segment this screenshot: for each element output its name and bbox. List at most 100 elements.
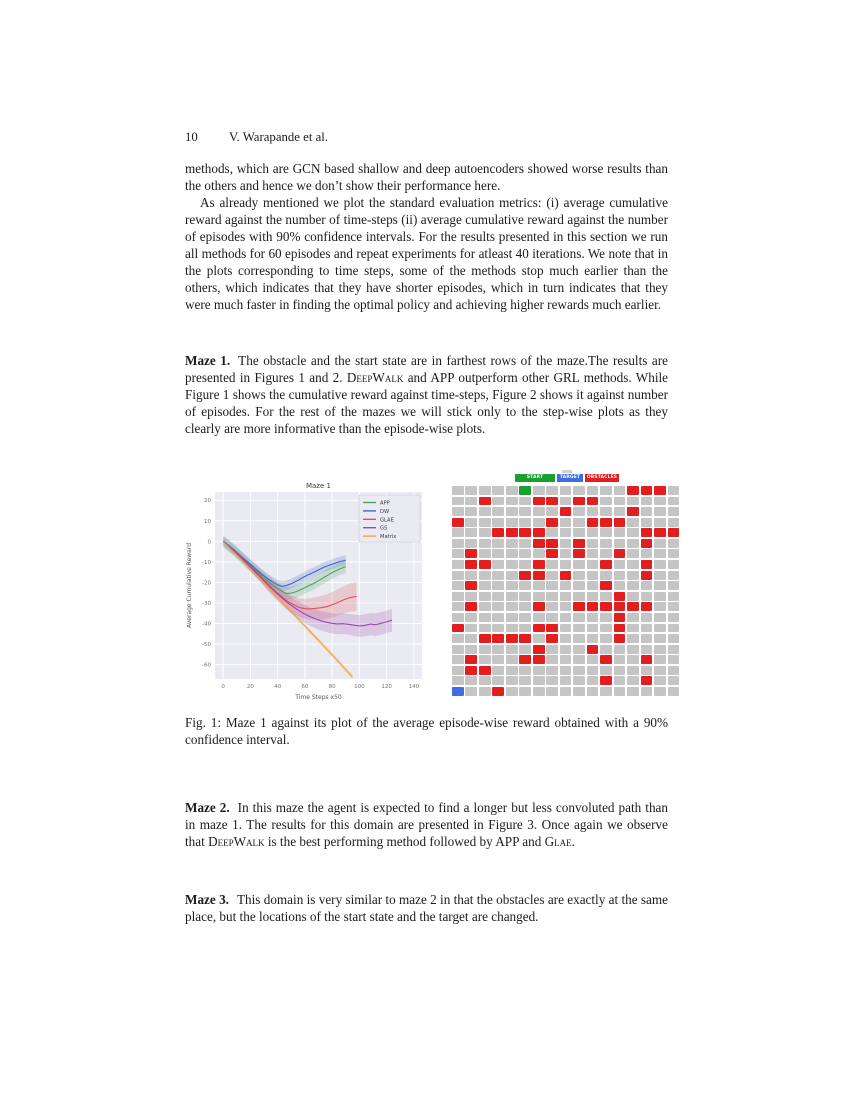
maze-cell-obstacle (532, 538, 545, 548)
maze-cell-obstacle (465, 602, 478, 612)
maze-cell-empty (546, 528, 558, 538)
svg-text:APP: APP (380, 501, 390, 507)
svg-text:0: 0 (208, 539, 212, 545)
maze-cell-empty (613, 538, 626, 548)
maze-cell-empty (519, 665, 532, 675)
maze2-text-2: is the best performing method followed b… (264, 834, 545, 849)
maze-cell-empty (654, 570, 666, 580)
maze-cell-target (452, 686, 464, 696)
maze-cell-obstacle (600, 560, 612, 569)
paragraph-1: methods, which are GCN based shallow and… (185, 161, 668, 193)
svg-text:-40: -40 (202, 622, 211, 628)
maze-cell-empty (478, 528, 491, 538)
maze1-paragraph: Maze 1. The obstacle and the start state … (185, 352, 668, 437)
maze-cell-empty (667, 507, 680, 517)
maze1-text-2: and APP outperform other GRL methods. Wh… (185, 370, 668, 436)
maze-cell-obstacle (640, 560, 653, 569)
maze-cell-empty (667, 549, 680, 559)
maze-cell-empty (627, 528, 639, 538)
maze-cell-empty (519, 644, 532, 654)
svg-text:80: 80 (329, 684, 336, 690)
maze-cell-obstacle (627, 507, 639, 517)
maze-cell-empty (654, 665, 666, 675)
maze-cell-empty (532, 486, 545, 495)
maze-cell-empty (654, 602, 666, 612)
maze1-text-1: The obstacle and the start state are in … (185, 353, 669, 385)
maze-cell-obstacle (532, 528, 545, 538)
maze-cell-obstacle (532, 496, 545, 506)
deepwalk-smallcaps: DeepWalk (346, 370, 404, 385)
maze-cell-empty (573, 623, 585, 633)
maze-cell-empty (559, 528, 572, 538)
maze-cell-empty (559, 623, 572, 633)
maze-legend: START TARGET OBSTACLES (452, 474, 682, 482)
maze-cell-empty (532, 634, 545, 643)
maze-cell-empty (478, 507, 491, 517)
maze-cell-obstacle (600, 602, 612, 612)
maze-cell-empty (600, 591, 612, 601)
svg-text:0: 0 (221, 684, 225, 690)
maze-cell-empty (640, 644, 653, 654)
maze-cell-obstacle (573, 549, 585, 559)
maze-cell-empty (573, 507, 585, 517)
maze1-label: Maze 1. (185, 353, 231, 368)
maze-cell-empty (573, 655, 585, 665)
maze-cell-obstacle (600, 655, 612, 665)
maze-cell-empty (613, 655, 626, 665)
maze-cell-obstacle (532, 623, 545, 633)
maze-cell-empty (559, 676, 572, 686)
maze-cell-empty (586, 538, 599, 548)
maze-cell-empty (586, 528, 599, 538)
svg-text:GS: GS (380, 526, 387, 532)
svg-text:20: 20 (204, 498, 211, 504)
deepwalk-smallcaps: DeepWalk (208, 834, 265, 849)
maze-cell-empty (532, 591, 545, 601)
svg-text:DW: DW (380, 509, 389, 515)
maze-cell-empty (667, 634, 680, 643)
maze-cell-empty (465, 634, 478, 643)
maze-cell-empty (505, 676, 518, 686)
maze-cell-empty (586, 634, 599, 643)
svg-text:60: 60 (301, 684, 308, 690)
body-text-block: methods, which are GCN based shallow and… (185, 160, 668, 313)
maze-cell-empty (586, 560, 599, 569)
maze-cell-empty (573, 486, 585, 495)
maze-cell-obstacle (478, 634, 491, 643)
maze-cell-empty (640, 686, 653, 696)
maze-cell-empty (478, 612, 491, 622)
maze-cell-empty (492, 602, 505, 612)
maze-cell-empty (627, 686, 639, 696)
maze-cell-empty (546, 507, 558, 517)
maze-figure: START TARGET OBSTACLES (452, 470, 682, 696)
maze-cell-empty (667, 665, 680, 675)
maze-cell-empty (573, 581, 585, 591)
maze-cell-empty (546, 644, 558, 654)
maze-cell-empty (452, 602, 464, 612)
maze-cell-empty (613, 507, 626, 517)
maze-cell-empty (505, 686, 518, 696)
maze-cell-empty (519, 549, 532, 559)
maze-cell-obstacle (546, 517, 558, 527)
maze-cell-empty (452, 496, 464, 506)
maze-cell-empty (586, 612, 599, 622)
maze-cell-obstacle (519, 634, 532, 643)
maze-cell-empty (627, 581, 639, 591)
maze-cell-empty (492, 591, 505, 601)
maze-cell-empty (667, 496, 680, 506)
maze-cell-obstacle (600, 676, 612, 686)
maze-cell-empty (546, 612, 558, 622)
maze-cell-empty (667, 538, 680, 548)
maze-cell-empty (667, 676, 680, 686)
maze-cell-empty (600, 528, 612, 538)
maze-cell-empty (519, 507, 532, 517)
maze-cell-obstacle (613, 602, 626, 612)
maze-cell-empty (519, 560, 532, 569)
maze-cell-empty (546, 581, 558, 591)
maze-cell-empty (654, 496, 666, 506)
svg-text:120: 120 (381, 684, 392, 690)
svg-text:Time Steps x50: Time Steps x50 (294, 694, 342, 701)
svg-text:10: 10 (204, 519, 211, 525)
maze-cell-obstacle (505, 528, 518, 538)
maze-cell-empty (465, 623, 478, 633)
maze-cell-empty (667, 644, 680, 654)
